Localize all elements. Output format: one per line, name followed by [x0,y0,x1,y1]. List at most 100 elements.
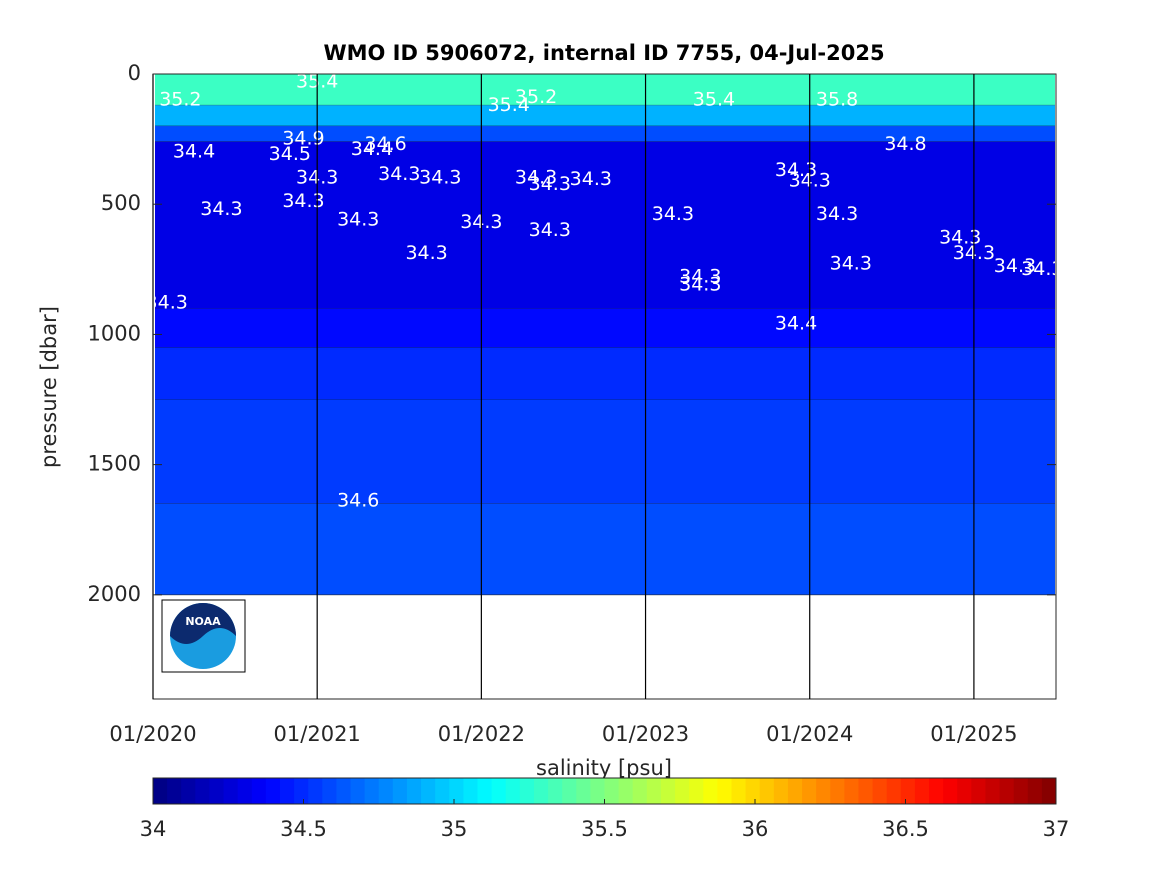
contour-label: 35.2 [515,86,557,108]
contour-label: 34.8 [884,133,926,155]
colorbar-tick-label: 35 [441,817,468,841]
colorbar-cell [223,778,239,804]
colorbar-cell [505,778,521,804]
x-tick-label: 01/2020 [109,722,196,746]
contour-label: 34.6 [364,133,406,155]
colorbar-cell [618,778,634,804]
colorbar-cell [660,778,676,804]
colorbar-cell [449,778,464,804]
colorbar-cell [533,778,549,804]
colorbar-cell [675,778,690,804]
colorbar-tick-label: 36 [742,817,769,841]
colorbar-cell [195,778,210,804]
colorbar-cell [957,778,972,804]
colorbar-cell [336,778,352,804]
colorbar-cell [435,778,450,804]
colorbar-cell [350,778,366,804]
contour-label: 34.3 [830,253,872,275]
contour-label: 34.3 [405,242,447,264]
colorbar-cell [858,778,874,804]
contour-label: 34.3 [282,190,324,212]
x-tick-label: 01/2022 [438,722,525,746]
colorbar-cell [646,778,662,804]
colorbar-cell [689,778,704,804]
colorbar-cell [900,778,916,804]
colorbar-tick-label: 35.5 [581,817,628,841]
contour-label: 34.3 [337,208,379,230]
colorbar-cell [322,778,337,804]
contour-label: 34.4 [351,138,393,160]
colorbar-cell [731,778,747,804]
colorbar-cell [802,778,817,804]
colorbar-cell [209,778,225,804]
colorbar-cell [294,778,309,804]
logo-text: NOAA [185,615,221,628]
colorbar-cell [703,778,718,804]
colorbar-cell [153,778,168,804]
contour-label: 34.3 [994,255,1036,277]
colorbar-cell [181,778,196,804]
x-tick-label: 01/2024 [766,722,853,746]
contour-label: 34.3 [570,168,612,190]
colorbar-cell [548,778,563,804]
colorbar-cell [392,778,408,804]
contour-label: 35.4 [488,94,530,116]
colorbar-cell [279,778,295,804]
colorbar-tick-label: 36.5 [882,817,929,841]
colorbar-cell [421,778,436,804]
plot-area: 35.235.435.435.2 35.4 35.834.434.934.5 34.4… [146,70,1063,596]
colorbar-cell [519,778,535,804]
x-tick-label: 01/2025 [930,722,1017,746]
colorbar-tick-label: 34.5 [280,817,327,841]
colorbar-cell [237,778,253,804]
contour-label: 34.3 [679,273,721,295]
contour-label: 34.3 [529,219,571,241]
contour-label: 34.4 [775,313,817,335]
x-tick-label: 01/2021 [274,722,361,746]
colorbar-cell [406,778,422,804]
y-axis-label: pressure [dbar] [37,306,61,468]
colorbar-cell [914,778,930,804]
colorbar-cell [463,778,479,804]
salinity-band [155,308,1055,348]
contour-label: 34.3 [816,203,858,225]
y-tick-label: 500 [101,191,141,215]
colorbar-cell [971,778,986,804]
colorbar-cell [999,778,1015,804]
contour-label: 34.4 [173,141,215,163]
colorbar-cell [872,778,888,804]
y-tick-label: 1500 [88,452,141,476]
colorbar-cell [929,778,944,804]
colorbar-cell [816,778,831,804]
salinity-band [155,74,1055,106]
salinity-band [155,105,1055,127]
colorbar-cell [477,778,493,804]
contour-label: 34.3 [939,227,981,249]
colorbar-cell [167,778,182,804]
x-tick-label: 01/2023 [602,722,689,746]
contour-label: 34.3 [378,163,420,185]
colorbar-cell [251,778,267,804]
colorbar-cell [1013,778,1029,804]
colorbar-cell [787,778,803,804]
salinity-band [155,141,1055,309]
contour-label: 34.3 [1021,258,1063,280]
colorbar-cell [632,778,648,804]
y-tick-label: 1000 [88,321,141,345]
colorbar-cell [717,778,732,804]
colorbar-cell [773,778,789,804]
colorbar-cell [1041,778,1057,804]
colorbar-cell [364,778,380,804]
contour-label: 34.3 [652,203,694,225]
colorbar-cell [604,778,620,804]
y-tick-label: 0 [128,61,141,85]
colorbar-cell [491,778,507,804]
colorbar-cell [830,778,845,804]
logo: NOAA [161,599,246,673]
salinity-band [155,126,1055,142]
colorbar-cell [759,778,775,804]
colorbar-cell [562,778,577,804]
colorbar-cell [1027,778,1043,804]
logo-top [170,603,236,644]
